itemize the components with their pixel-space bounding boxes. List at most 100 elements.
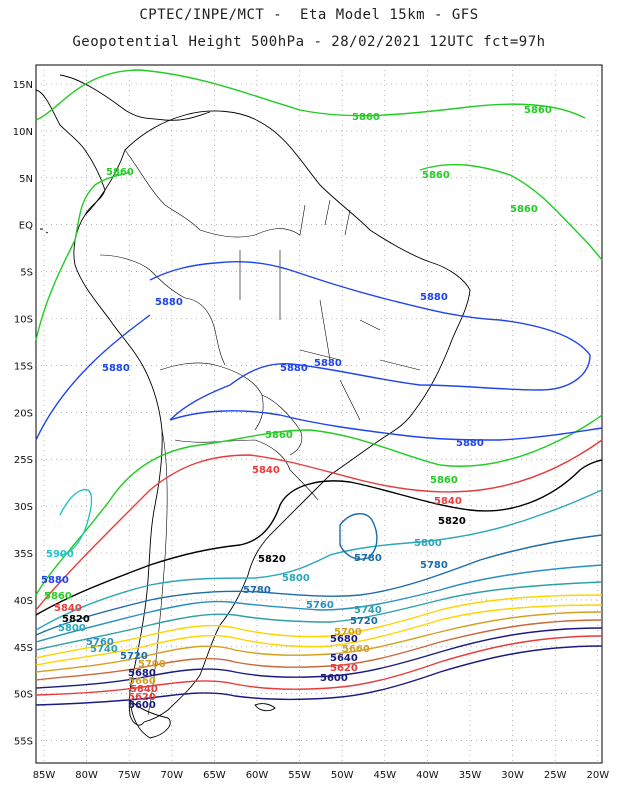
lat-label: 30S [14,502,33,513]
label-5720-b: 5720 [120,651,148,662]
label-5860-h: 5860 [44,591,72,602]
label-5820-a: 5820 [438,516,466,527]
south-america-north-coast [84,110,471,291]
label-5800-b: 5800 [282,573,310,584]
lon-label: 40W [416,770,439,781]
contour-5880-outer [35,314,603,441]
lon-label: 65W [203,770,226,781]
label-5660-b: 5660 [128,676,156,687]
country-borders [99,149,421,716]
label-5700-b: 5700 [138,659,166,670]
lat-label: 10N [13,127,33,138]
label-5780-c: 5780 [243,585,271,596]
lat-label: 15N [13,80,33,91]
label-5640-a: 5640 [330,653,358,664]
contour-5900-cyan [59,488,93,556]
label-5760-b: 5760 [86,637,114,648]
label-5880-a: 5880 [155,297,183,308]
label-5860-b: 5860 [524,105,552,116]
label-5680-b: 5680 [128,668,156,679]
label-5760-a: 5760 [306,600,334,611]
label-5860-d: 5860 [422,170,450,181]
contour-5700 [35,604,603,666]
lon-label: 75W [118,770,141,781]
label-5860-e: 5860 [510,204,538,215]
lon-label: 60W [246,770,269,781]
falklands [254,703,276,712]
border-argentina-north [174,439,291,471]
lat-label: 40S [14,596,33,607]
label-5780-a: 5780 [354,553,382,564]
border-colombia-peru [99,254,186,299]
label-5840-a: 5840 [252,465,280,476]
lat-label: 20S [14,408,33,419]
lon-label: 85W [33,770,56,781]
tierra-del-fuego [129,698,171,739]
galapagos [40,228,49,234]
label-5800-a: 5800 [414,538,442,549]
border-peru-brazil [184,297,226,366]
border-brazil-states [239,250,421,421]
label-5620-b: 5620 [128,692,156,703]
contour-5840 [35,439,603,611]
contour-5680 [35,611,603,673]
south-america-east-coast [299,289,471,506]
lat-label: 10S [14,315,33,326]
label-5740-a: 5740 [354,605,382,616]
border-venezuela-colombia [124,149,201,231]
contour-5600 [35,645,603,706]
lon-label: 30W [501,770,524,781]
label-5860-g: 5860 [430,475,458,486]
lat-label: 25S [14,455,33,466]
contour-5620 [35,635,603,696]
label-5780-b: 5780 [420,560,448,571]
label-5720-a: 5720 [350,616,378,627]
label-5820-b: 5820 [258,554,286,565]
label-5660-a: 5660 [342,644,370,655]
label-5600-a: 5600 [320,673,348,684]
lat-label: 55S [14,737,33,748]
label-5860-f: 5860 [265,430,293,441]
border-argentina-chile [147,429,168,716]
lon-label: 70W [160,770,183,781]
contour-5640 [35,627,603,689]
contour-5660 [35,619,603,681]
label-5740-b: 5740 [90,644,118,655]
label-5840-b: 5840 [434,496,462,507]
label-5840-d: 5840 [130,684,158,695]
central-america-coast [35,89,106,216]
border-guianas [299,199,351,236]
lat-label: 15S [14,361,33,372]
contour-5880-inner [149,261,591,421]
contour-labels: 5860 5860 5860 5860 5860 5860 5860 5860 … [41,105,552,711]
south-america-southeast-coast [143,504,301,723]
contour-5740 [35,581,603,651]
label-5700-a: 5700 [334,627,362,638]
lon-label: 35W [459,770,482,781]
label-5880-b: 5880 [420,292,448,303]
contour-5860-north [35,69,586,121]
lat-label: EQ [19,221,33,232]
contour-5860-south [35,414,603,596]
lat-label: 5N [19,174,33,185]
lon-label: 25W [544,770,567,781]
contour-5820 [35,459,603,616]
lon-label: 55W [288,770,311,781]
label-5880-e: 5880 [314,358,342,369]
label-5900: 5900 [46,549,74,560]
lat-label: 45S [14,643,33,654]
contour-5780 [35,534,603,636]
label-5860-c: 5860 [106,167,134,178]
label-5860-a: 5860 [352,112,380,123]
longitude-labels: 85W 80W 75W 70W 65W 60W 55W 50W 45W 40W 35W 30W 25W 2… [33,770,610,781]
lon-label: 20W [586,770,609,781]
label-5620-a: 5620 [330,663,358,674]
label-5880-f: 5880 [456,438,484,449]
label-5820-c: 5820 [62,614,90,625]
central-america-east-coast [59,74,211,121]
label-5800-c: 5800 [58,623,86,634]
lon-label: 45W [373,770,396,781]
border-venezuela-brazil [199,228,301,238]
coastlines [35,74,471,739]
lon-label: 50W [331,770,354,781]
